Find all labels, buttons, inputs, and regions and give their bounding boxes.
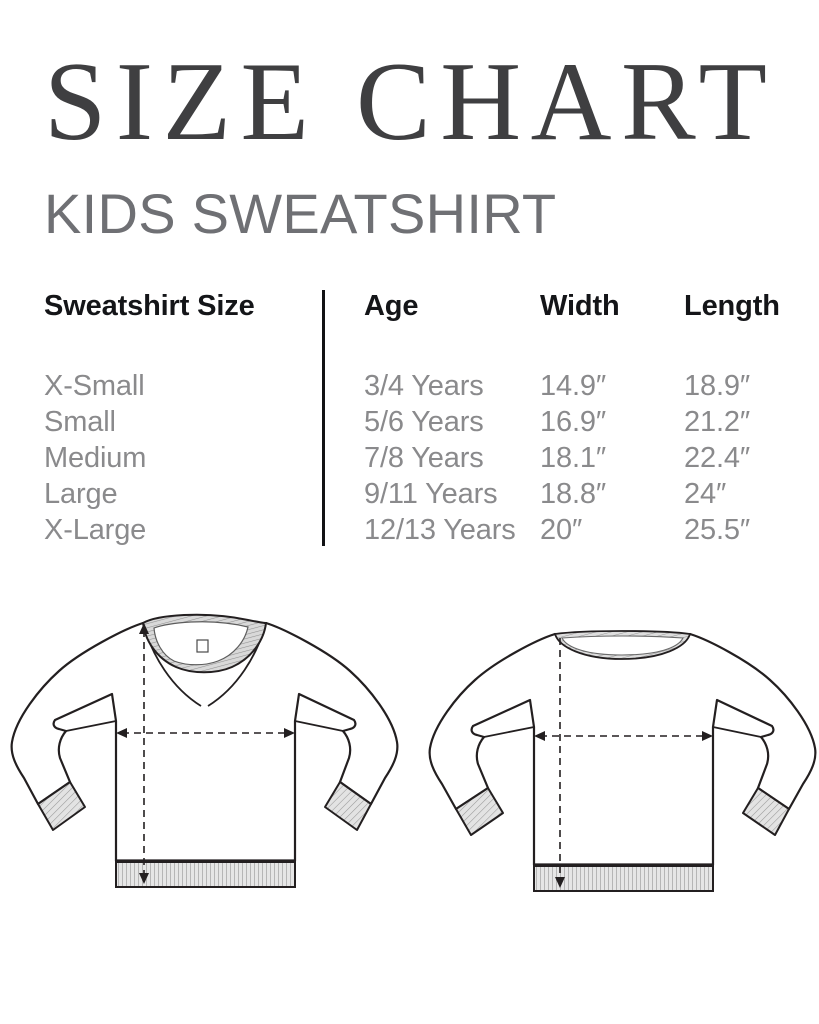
cell-width: 20″ xyxy=(540,514,583,546)
cell-size: X-Small xyxy=(44,370,145,402)
column-header-width: Width xyxy=(540,290,620,322)
cell-size: Small xyxy=(44,406,116,438)
neck-label-tag xyxy=(196,639,209,653)
table-row: X-Large 12/13 Years 20″ 25.5″ xyxy=(0,516,819,556)
table-row: X-Small 3/4 Years 14.9″ 18.9″ xyxy=(0,372,819,412)
cell-width: 18.1″ xyxy=(540,442,606,474)
page-subtitle: KIDS SWEATSHIRT xyxy=(44,182,557,245)
table-vertical-divider xyxy=(322,290,325,546)
cell-size: Medium xyxy=(44,442,147,474)
table-header-row: Sweatshirt Size Age Width Length xyxy=(0,292,819,332)
ribbed-cuffs xyxy=(37,781,372,831)
table-row: Medium 7/8 Years 18.1″ 22.4″ xyxy=(0,444,819,484)
length-dimension-arrow xyxy=(555,638,565,888)
cell-length: 25.5″ xyxy=(684,514,750,546)
cell-size: X-Large xyxy=(44,514,147,546)
cell-age: 3/4 Years xyxy=(364,370,484,402)
cell-age: 12/13 Years xyxy=(364,514,516,546)
back-sweatshirt-technical-drawing xyxy=(428,630,817,892)
column-header-length: Length xyxy=(684,290,780,322)
cell-age: 9/11 Years xyxy=(364,478,498,510)
ribbed-collar xyxy=(141,613,268,674)
garment-illustrations xyxy=(0,596,819,936)
cell-width: 18.8″ xyxy=(540,478,606,510)
ribbed-collar xyxy=(553,630,692,660)
width-dimension-arrow xyxy=(116,728,295,738)
cell-age: 5/6 Years xyxy=(364,406,484,438)
size-chart-table: Sweatshirt Size Age Width Length X-Small… xyxy=(0,290,819,556)
width-dimension-arrow xyxy=(534,731,713,741)
front-sweatshirt-technical-drawing xyxy=(10,613,399,888)
cell-length: 24″ xyxy=(684,478,727,510)
page-title: SIZE CHART xyxy=(44,40,777,164)
cell-age: 7/8 Years xyxy=(364,442,484,474)
cell-size: Large xyxy=(44,478,118,510)
ribbed-cuffs xyxy=(455,787,790,836)
cell-length: 22.4″ xyxy=(684,442,750,474)
cell-length: 18.9″ xyxy=(684,370,750,402)
table-row: Large 9/11 Years 18.8″ 24″ xyxy=(0,480,819,520)
table-row: Small 5/6 Years 16.9″ 21.2″ xyxy=(0,408,819,448)
cell-width: 16.9″ xyxy=(540,406,606,438)
back-body-outline xyxy=(428,632,817,867)
column-header-age: Age xyxy=(364,290,419,322)
length-dimension-arrow xyxy=(139,623,149,884)
ribbed-hem xyxy=(533,863,714,892)
column-header-sweatshirt-size: Sweatshirt Size xyxy=(44,290,255,322)
cell-length: 21.2″ xyxy=(684,406,750,438)
cell-width: 14.9″ xyxy=(540,370,606,402)
